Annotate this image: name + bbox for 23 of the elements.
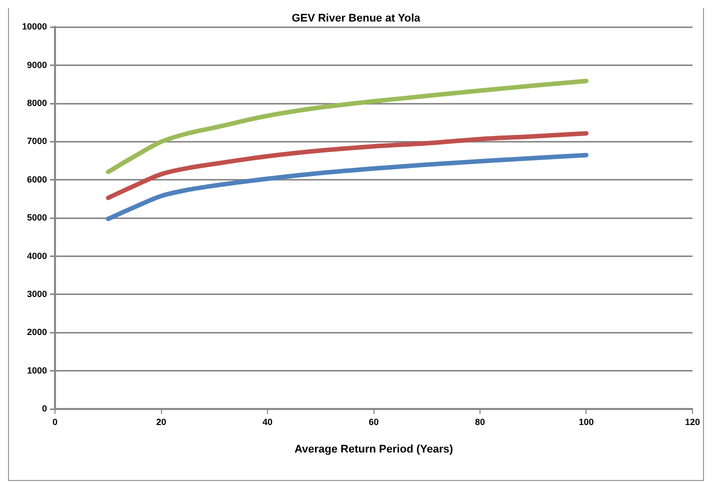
y-tick-label: 7000	[26, 136, 48, 146]
line-series	[106, 152, 588, 222]
chart-title: GEV River Benue at Yola	[292, 12, 422, 25]
x-tick-label: 80	[474, 416, 486, 427]
x-tick-label: 120	[684, 416, 700, 427]
x-tick-label: 60	[368, 416, 379, 427]
x-tick-label: 20	[156, 416, 166, 427]
y-tick-label: 8000	[26, 98, 48, 108]
y-tick-label: 3000	[26, 288, 48, 299]
y-tick-label: 6000	[26, 174, 48, 184]
y-tick-label: 2000	[26, 327, 48, 338]
y-tick-label: 1000	[26, 365, 48, 376]
y-tick-label: 10000	[22, 22, 48, 32]
x-tick-label: 0	[52, 416, 58, 427]
line-series	[106, 131, 588, 200]
x-axis-title: Average Return Period (Years)	[294, 443, 454, 456]
line-series	[106, 78, 588, 174]
x-tick-label: 40	[262, 416, 273, 427]
x-tick-label: 100	[578, 416, 594, 427]
y-tick-label: 9000	[26, 60, 48, 70]
y-tick-label: 0	[42, 403, 48, 414]
y-tick-label: 5000	[26, 212, 48, 223]
y-tick-label: 4000	[26, 250, 48, 261]
